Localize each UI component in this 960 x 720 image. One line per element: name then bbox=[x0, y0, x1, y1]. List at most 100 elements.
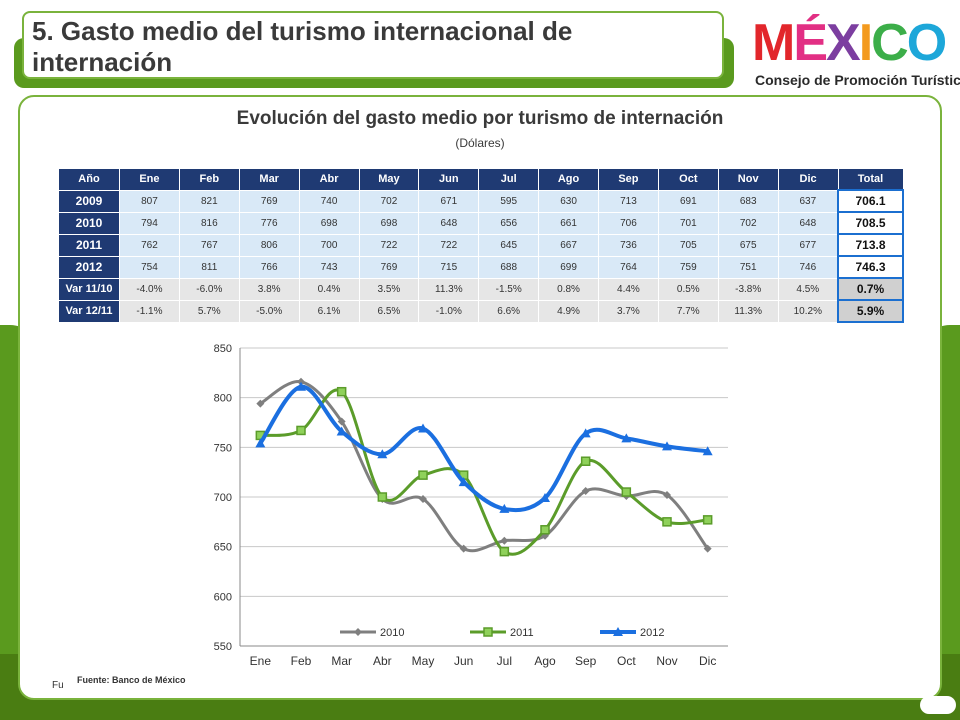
table-cell: 671 bbox=[418, 189, 480, 213]
table-row: Var 11/10 -4.0% -6.0% 3.8% 0.4% 3.5% 11.3% -1.5… bbox=[58, 277, 904, 301]
table-cell: 667 bbox=[538, 233, 599, 257]
table-cell: 3.7% bbox=[598, 299, 659, 323]
table-cell: 648 bbox=[777, 211, 839, 235]
table-row: 2012 754 811 766 743 769 715 688 699 764 759 751 746… bbox=[58, 255, 904, 279]
data-point-2012 bbox=[296, 381, 306, 391]
data-point-2011 bbox=[499, 546, 510, 557]
variation-label: Var 12/11 bbox=[58, 299, 120, 323]
table-cell: 769 bbox=[238, 189, 300, 213]
data-point-2010 bbox=[541, 531, 549, 540]
total-cell: 708.5 bbox=[837, 211, 904, 235]
mexico-logo-wordmark: MÉXICO bbox=[752, 14, 948, 70]
table-cell: 754 bbox=[119, 255, 180, 279]
table-cell: 706 bbox=[598, 211, 659, 235]
data-point-2012 bbox=[499, 503, 510, 513]
data-point-2011 bbox=[418, 470, 428, 480]
table-cell: 6.6% bbox=[478, 299, 540, 323]
slide-title: 5. Gasto medio del turismo internacional… bbox=[22, 11, 724, 79]
header-cell: Jun bbox=[418, 168, 480, 191]
table-cell: 0.8% bbox=[538, 277, 599, 301]
table-cell: 688 bbox=[478, 255, 540, 279]
header-cell: Total bbox=[837, 168, 904, 191]
y-tick-label: 600 bbox=[214, 591, 232, 603]
table-cell: 751 bbox=[717, 255, 779, 279]
table-cell: 0.5% bbox=[657, 277, 719, 301]
table-cell: 762 bbox=[119, 233, 180, 257]
x-tick-label: Mar bbox=[331, 654, 352, 668]
total-cell: 0.7% bbox=[837, 277, 904, 301]
table-cell: 807 bbox=[119, 189, 180, 213]
table-cell: 3.5% bbox=[358, 277, 420, 301]
table-cell: 746 bbox=[777, 255, 839, 279]
source-note: Fuente: Banco de México bbox=[74, 673, 189, 687]
table-cell: 637 bbox=[777, 189, 839, 213]
x-tick-label: Jun bbox=[454, 654, 473, 668]
table-cell: 645 bbox=[478, 233, 540, 257]
header-cell: May bbox=[358, 168, 420, 191]
x-tick-label: Dic bbox=[699, 654, 716, 668]
table-cell: 4.5% bbox=[777, 277, 839, 301]
header-cell: Año bbox=[58, 168, 120, 191]
table-cell: 701 bbox=[657, 211, 719, 235]
data-point-2012 bbox=[702, 446, 713, 456]
data-point-2010 bbox=[419, 494, 427, 503]
data-point-2011 bbox=[377, 492, 388, 502]
header-cell: Oct bbox=[657, 168, 719, 191]
table-cell: 700 bbox=[298, 233, 360, 257]
table-cell: 766 bbox=[238, 255, 300, 279]
legend-label: 2012 bbox=[640, 627, 664, 639]
data-point-2012 bbox=[621, 433, 632, 443]
table-cell: 722 bbox=[358, 233, 420, 257]
header-cell: Jul bbox=[478, 168, 540, 191]
table-cell: 0.4% bbox=[298, 277, 360, 301]
logo-subtitle: Consejo de Promoción Turística bbox=[755, 72, 960, 88]
table-cell: 699 bbox=[538, 255, 599, 279]
y-tick-label: 800 bbox=[214, 393, 232, 405]
data-point-2010 bbox=[581, 487, 590, 496]
legend-label: 2010 bbox=[380, 627, 404, 639]
table-cell: 764 bbox=[598, 255, 659, 279]
header-cell: Nov bbox=[717, 168, 779, 191]
y-tick-label: 750 bbox=[214, 442, 232, 454]
table-cell: 722 bbox=[418, 233, 480, 257]
table-cell: 743 bbox=[298, 255, 360, 279]
data-point-2012 bbox=[662, 441, 672, 451]
x-tick-label: Jul bbox=[497, 654, 512, 668]
table-row: 2011 762 767 806 700 722 722 645 667 736 705 675 677… bbox=[58, 233, 904, 257]
y-tick-label: 550 bbox=[214, 641, 232, 653]
x-tick-label: Ago bbox=[534, 654, 556, 668]
table-cell: 6.1% bbox=[298, 299, 360, 323]
table-cell: 702 bbox=[358, 189, 420, 213]
data-point-2011 bbox=[662, 517, 672, 527]
x-tick-label: Sep bbox=[575, 654, 597, 668]
total-cell: 713.8 bbox=[837, 233, 904, 257]
table-cell: 691 bbox=[657, 189, 719, 213]
table-cell: 715 bbox=[418, 255, 480, 279]
data-point-2010 bbox=[459, 544, 468, 553]
total-cell: 746.3 bbox=[837, 255, 904, 279]
table-cell: 4.9% bbox=[538, 299, 599, 323]
y-tick-label: 850 bbox=[214, 343, 232, 355]
data-point-2012 bbox=[580, 428, 591, 438]
table-cell: 713 bbox=[598, 189, 659, 213]
total-cell: 5.9% bbox=[837, 299, 904, 323]
table-cell: 630 bbox=[538, 189, 599, 213]
table-cell: 767 bbox=[178, 233, 240, 257]
header-cell: Dic bbox=[777, 168, 839, 191]
table-cell: 705 bbox=[657, 233, 719, 257]
data-point-2012 bbox=[255, 438, 266, 448]
header-cell: Feb bbox=[178, 168, 240, 191]
table-cell: 776 bbox=[238, 211, 300, 235]
data-point-2011 bbox=[621, 487, 632, 497]
table-cell: 11.3% bbox=[418, 277, 480, 301]
data-point-2010 bbox=[256, 399, 265, 408]
year-label: 2012 bbox=[58, 255, 120, 279]
series-line-2012 bbox=[258, 384, 708, 513]
table-cell: 816 bbox=[178, 211, 240, 235]
data-point-2010 bbox=[337, 417, 346, 426]
year-label: 2009 bbox=[58, 189, 120, 213]
table-row: 2010 794 816 776 698 698 648 656 661 706 701 702 648… bbox=[58, 211, 904, 235]
table-cell: -3.8% bbox=[717, 277, 779, 301]
table-cell: 769 bbox=[358, 255, 420, 279]
line-chart: 550 600 650 700 750 800 850 Ene Feb Mar Abr May Jun J… bbox=[214, 343, 728, 668]
